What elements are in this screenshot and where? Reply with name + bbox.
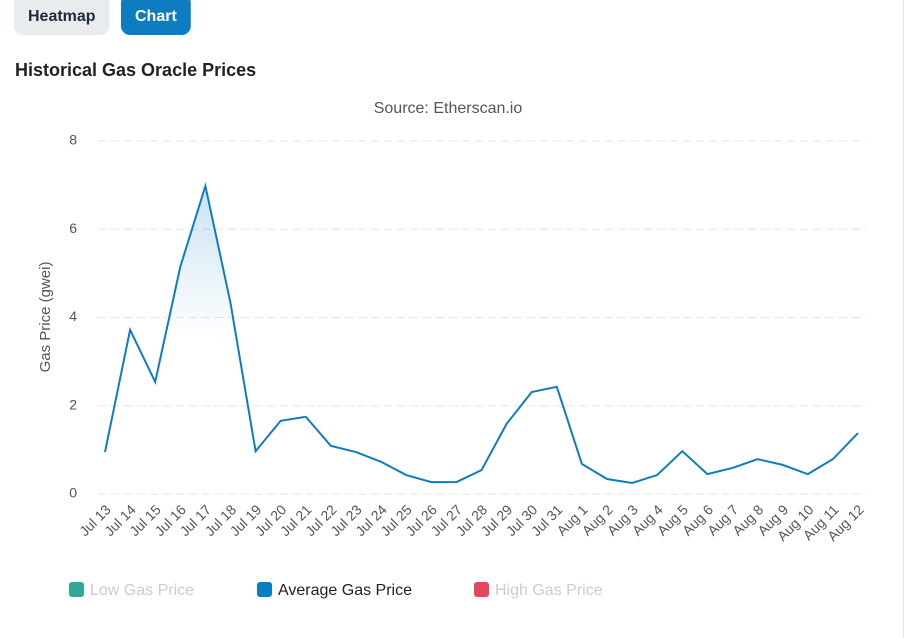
heading: Historical Gas Oracle Prices [15,60,256,80]
y-tick-label: 2 [69,396,77,412]
y-axis-label: Gas Price (gwei) [37,262,54,373]
tab-label[interactable]: Heatmap [28,8,96,25]
line [104,182,859,484]
legend-label[interactable]: Low Gas Price [90,582,194,599]
legend-label[interactable]: High Gas Price [495,582,603,599]
legend-label[interactable]: Average Gas Price [278,582,412,599]
tab-label[interactable]: Chart [135,8,177,25]
chart-subtitle: Source: Etherscan.io [374,100,523,117]
legend-swatch[interactable] [257,582,272,597]
area [105,186,858,494]
tab-button[interactable] [14,0,110,35]
legend-swatch[interactable] [474,582,489,597]
y-tick-label: 8 [69,132,77,148]
y-tick-label: 4 [69,308,77,324]
y-tick-label: 0 [69,485,77,501]
tab-button[interactable] [121,0,191,35]
legend-swatch[interactable] [69,582,84,597]
y-tick-label: 6 [69,220,77,236]
